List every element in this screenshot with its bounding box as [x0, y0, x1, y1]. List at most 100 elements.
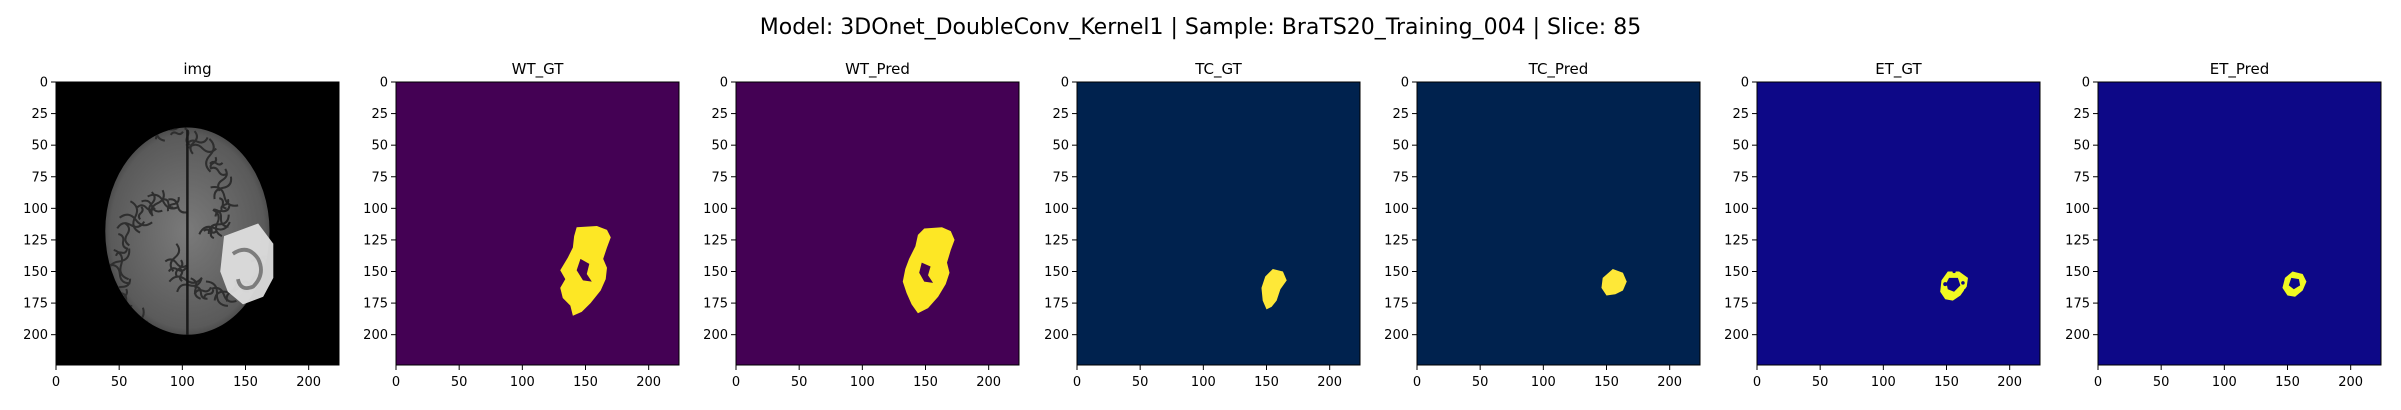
panel-tc-pred: TC_Pred 0 25 50 75 100 125 150 175 200 0 50 100 150 20… [1361, 60, 1701, 400]
axes-frame [2097, 81, 2382, 366]
y-tick-label: 200 [1384, 328, 1409, 343]
y-tick-label: 150 [1724, 265, 1749, 280]
y-tick-label: 175 [703, 297, 728, 312]
panel-tc-gt: TC_GT 0 25 50 75 100 125 150 175 200 0 50 100 150 200 [1021, 60, 1361, 400]
y-tick-label: 100 [703, 202, 728, 217]
image-area [736, 82, 1019, 365]
x-tick-label: 50 [2153, 375, 2170, 390]
x-tick-label: 150 [2275, 375, 2300, 390]
y-tick-label: 50 [1052, 139, 1069, 154]
x-tick-label: 200 [1317, 375, 1342, 390]
x-tick-label: 200 [976, 375, 1001, 390]
panel-axes: 0 25 50 75 100 125 150 175 200 0 50 100 150 200 [703, 76, 1020, 390]
x-tick-label: 50 [1812, 375, 1829, 390]
y-tick-label: 125 [363, 233, 388, 248]
segmentation-mask [1601, 268, 1627, 296]
tumor-core [231, 247, 263, 290]
x-tick-label: 50 [451, 375, 468, 390]
x-tick-label: 150 [1254, 375, 1279, 390]
x-tick-label: 200 [1997, 375, 2022, 390]
panel-title: ET_Pred [2209, 60, 2270, 78]
panel-img: img 0 25 50 75 100 125 150 175 200 0 50 100 150 200 [0, 60, 340, 400]
x-tick-label: 150 [913, 375, 938, 390]
panel-axes: 0 25 50 75 100 125 150 175 200 0 50 100 150 200 [1384, 76, 1701, 390]
y-tick-label: 50 [1392, 139, 1409, 154]
y-tick-label: 150 [1384, 265, 1409, 280]
y-tick-label: 25 [711, 107, 728, 122]
segmentation-mask [1261, 268, 1287, 310]
y-tick-label: 50 [2073, 139, 2090, 154]
image-area [2098, 82, 2381, 365]
segmentation-mask [560, 226, 611, 316]
y-tick-label: 150 [1044, 265, 1069, 280]
panel-axes: 0 25 50 75 100 125 150 175 200 0 50 100 150 200 [23, 76, 340, 390]
y-tick-label: 25 [371, 107, 388, 122]
y-tick-label: 50 [711, 139, 728, 154]
y-tick-label: 200 [1044, 328, 1069, 343]
y-tick-label: 200 [2065, 328, 2090, 343]
y-tick-label: 75 [31, 170, 48, 185]
axes-frame [1416, 81, 1701, 366]
y-tick-label: 50 [31, 139, 48, 154]
x-tick-label: 100 [1531, 375, 1556, 390]
x-tick-label: 0 [392, 375, 400, 390]
axes-frame [55, 81, 340, 366]
y-tick-label: 25 [1732, 107, 1749, 122]
panel-axes: 0 25 50 75 100 125 150 175 200 0 50 100 150 200 [1724, 76, 2041, 390]
axes-frame [1756, 81, 2041, 366]
x-tick-label: 0 [1413, 375, 1421, 390]
y-tick-label: 0 [2082, 76, 2090, 91]
image-area [1417, 82, 1700, 365]
segmentation-mask [2282, 271, 2307, 297]
y-tick-label: 150 [2065, 265, 2090, 280]
y-tick-label: 50 [1732, 139, 1749, 154]
x-tick-label: 100 [170, 375, 195, 390]
y-tick-label: 200 [363, 328, 388, 343]
panel-axes: 0 25 50 75 100 125 150 175 200 0 50 100 150 200 [1044, 76, 1361, 390]
x-tick-label: 100 [2212, 375, 2237, 390]
panel-title: img [183, 60, 212, 78]
y-tick-label: 0 [40, 76, 48, 91]
y-tick-label: 75 [1392, 170, 1409, 185]
y-tick-label: 125 [23, 233, 48, 248]
x-tick-label: 150 [573, 375, 598, 390]
y-tick-label: 100 [1044, 202, 1069, 217]
mask-gap [1952, 269, 1956, 274]
y-tick-label: 175 [1384, 297, 1409, 312]
image-background [736, 82, 1019, 365]
y-tick-label: 75 [711, 170, 728, 185]
x-tick-label: 0 [52, 375, 60, 390]
y-tick-label: 0 [720, 76, 728, 91]
axes-frame [395, 81, 680, 366]
y-tick-label: 150 [363, 265, 388, 280]
y-tick-label: 75 [1732, 170, 1749, 185]
y-tick-label: 200 [703, 328, 728, 343]
y-tick-label: 0 [1061, 76, 1069, 91]
y-tick-label: 200 [23, 328, 48, 343]
panel-title: TC_GT [1195, 60, 1242, 78]
x-tick-label: 0 [732, 375, 740, 390]
y-tick-label: 175 [1044, 297, 1069, 312]
x-tick-label: 100 [1191, 375, 1216, 390]
y-tick-label: 25 [2073, 107, 2090, 122]
image-background [1757, 82, 2040, 365]
image-background [1417, 82, 1700, 365]
x-tick-label: 50 [111, 375, 128, 390]
y-tick-label: 150 [23, 265, 48, 280]
y-tick-label: 175 [23, 297, 48, 312]
y-tick-label: 100 [1724, 202, 1749, 217]
image-area [1077, 82, 1360, 365]
y-tick-label: 125 [1384, 233, 1409, 248]
image-background [396, 82, 679, 365]
y-tick-label: 25 [1392, 107, 1409, 122]
panel-title: ET_GT [1875, 60, 1922, 78]
tumor-region [220, 223, 274, 305]
y-tick-label: 150 [703, 265, 728, 280]
y-tick-label: 25 [31, 107, 48, 122]
image-area [56, 82, 339, 365]
x-tick-label: 0 [2094, 375, 2102, 390]
panel-et-gt: ET_GT 0 25 50 75 100 125 150 175 200 0 50 100 150 200 [1701, 60, 2041, 400]
x-tick-label: 100 [1871, 375, 1896, 390]
panel-title: WT_GT [511, 60, 564, 78]
panel-axes: 0 25 50 75 100 125 150 175 200 0 50 100 150 200 [2065, 76, 2382, 390]
